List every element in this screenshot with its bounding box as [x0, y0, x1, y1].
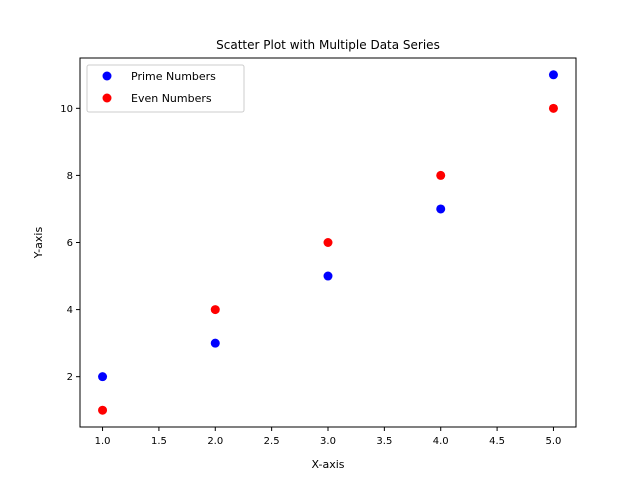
legend-label-even-numbers: Even Numbers — [131, 92, 212, 105]
point-even-numbers — [323, 238, 333, 247]
x-tick-label: 2.0 — [207, 436, 223, 447]
point-even-numbers — [210, 305, 220, 315]
y-tick-label: 2 — [67, 372, 73, 383]
point-even-numbers — [98, 405, 108, 415]
x-tick-label: 3.5 — [376, 436, 392, 447]
y-tick-label: 4 — [67, 305, 73, 316]
point-even-numbers — [436, 170, 446, 180]
point-prime-numbers — [98, 372, 108, 382]
x-tick-label: 1.0 — [95, 436, 111, 447]
point-prime-numbers — [210, 338, 220, 348]
legend-box — [86, 64, 245, 113]
legend: Prime Numbers Even Numbers — [86, 64, 245, 113]
x-tick-label: 4.5 — [489, 436, 505, 447]
y-tick-label: 8 — [67, 171, 73, 182]
y-tick-label: 6 — [67, 238, 73, 249]
point-prime-numbers — [436, 204, 446, 214]
legend-marker-even-numbers — [102, 93, 112, 103]
legend-marker-prime-numbers — [102, 71, 112, 81]
data-points — [98, 70, 558, 415]
legend-label-prime-numbers: Prime Numbers — [131, 70, 216, 83]
y-tick-label: 10 — [60, 104, 73, 115]
x-axis-ticks: 1.0 1.5 2.0 2.5 3.0 3.5 4.0 4.5 5.0 — [95, 427, 562, 447]
x-tick-label: 4.0 — [433, 436, 449, 447]
x-tick-label: 2.5 — [264, 436, 280, 447]
y-axis-ticks: 2 4 6 8 10 — [60, 104, 80, 383]
point-prime-numbers — [323, 271, 333, 281]
point-prime-numbers — [548, 70, 558, 80]
x-tick-label: 5.0 — [546, 436, 562, 447]
x-tick-label: 3.0 — [320, 436, 336, 447]
x-axis-label: X-axis — [312, 458, 345, 471]
y-axis-label: Y-axis — [32, 227, 45, 260]
x-tick-label: 1.5 — [151, 436, 167, 447]
chart-title: Scatter Plot with Multiple Data Series — [216, 38, 440, 52]
point-even-numbers — [548, 103, 558, 113]
